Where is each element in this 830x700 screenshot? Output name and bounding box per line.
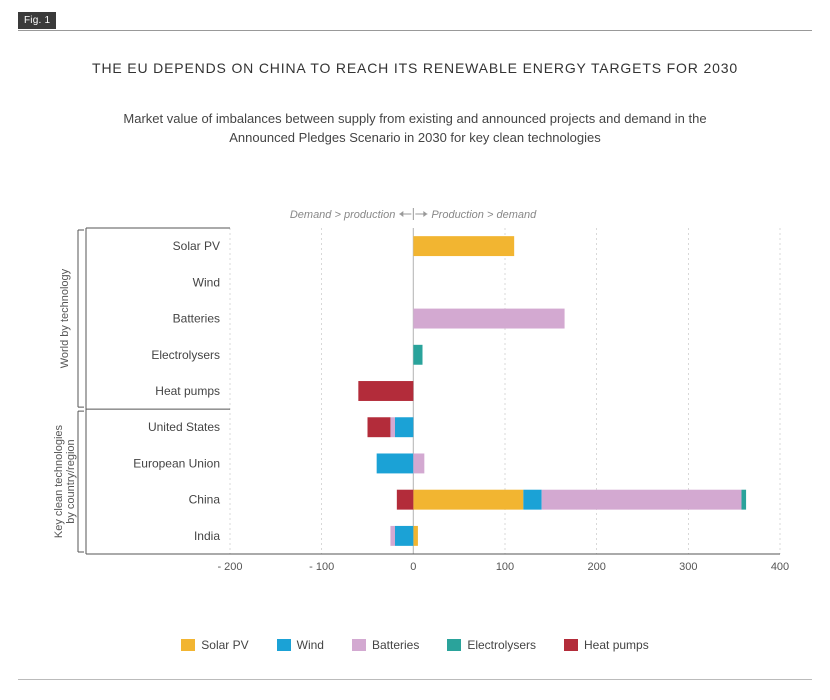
bar-segment: [390, 417, 395, 437]
top-rule: [18, 30, 812, 31]
bar-segment: [542, 490, 742, 510]
bar-segment: [413, 453, 424, 473]
row-label: Heat pumps: [155, 384, 220, 398]
bar-segment: [397, 490, 414, 510]
legend-label: Batteries: [372, 638, 419, 652]
legend-label: Solar PV: [201, 638, 248, 652]
row-label: China: [189, 493, 221, 507]
bar-segment: [377, 453, 414, 473]
x-tick-label: 300: [679, 561, 697, 573]
group-label: Key clean technologiesby country/region: [53, 424, 77, 538]
bottom-rule: [18, 679, 812, 680]
legend-item: Heat pumps: [564, 638, 649, 652]
x-tick-label: 200: [587, 561, 605, 573]
bar-segment: [742, 490, 747, 510]
legend-item: Electrolysers: [447, 638, 536, 652]
row-label: Electrolysers: [151, 348, 220, 362]
legend-label: Heat pumps: [584, 638, 649, 652]
group-label: World by technology: [59, 268, 71, 368]
figure-badge: Fig. 1: [18, 12, 56, 29]
legend-label: Electrolysers: [467, 638, 536, 652]
bar-segment: [358, 381, 413, 401]
row-label: Solar PV: [173, 239, 220, 253]
legend-swatch: [181, 639, 195, 651]
bar-segment: [395, 417, 413, 437]
bar-segment: [413, 236, 514, 256]
legend-swatch: [277, 639, 291, 651]
row-label: European Union: [133, 456, 220, 470]
bar-segment: [413, 345, 422, 365]
x-tick-label: 0: [410, 561, 416, 573]
bar-segment: [523, 490, 541, 510]
x-tick-label: - 200: [217, 561, 242, 573]
legend-item: Wind: [277, 638, 324, 652]
chart-title: THE EU DEPENDS ON CHINA TO REACH ITS REN…: [0, 60, 830, 76]
row-label: United States: [148, 420, 220, 434]
legend-swatch: [352, 639, 366, 651]
bar-segment: [413, 526, 418, 546]
x-tick-label: 100: [496, 561, 514, 573]
legend-swatch: [564, 639, 578, 651]
bar-segment: [390, 526, 395, 546]
legend-swatch: [447, 639, 461, 651]
row-label: Batteries: [173, 312, 220, 326]
x-tick-label: - 100: [309, 561, 334, 573]
bar-segment: [413, 309, 564, 329]
legend-label: Wind: [297, 638, 324, 652]
x-tick-label: 400: [771, 561, 789, 573]
chart-area: - 200 - 100 0 100 200 300 400 Demand > producti…: [40, 200, 790, 580]
bar-segment: [413, 490, 523, 510]
row-label: India: [194, 529, 220, 543]
legend-item: Batteries: [352, 638, 419, 652]
chart-subtitle: Market value of imbalances between suppl…: [120, 110, 710, 148]
annotation-right: Production > demand: [431, 209, 537, 221]
bar-segment: [395, 526, 413, 546]
bar-segment: [368, 417, 391, 437]
legend: Solar PV Wind Batteries Electrolysers Heat p…: [0, 638, 830, 652]
chart-svg: - 200 - 100 0 100 200 300 400 Demand > producti…: [40, 200, 790, 580]
legend-item: Solar PV: [181, 638, 248, 652]
annotation-left: Demand > production: [290, 209, 395, 221]
row-label: Wind: [193, 275, 220, 289]
